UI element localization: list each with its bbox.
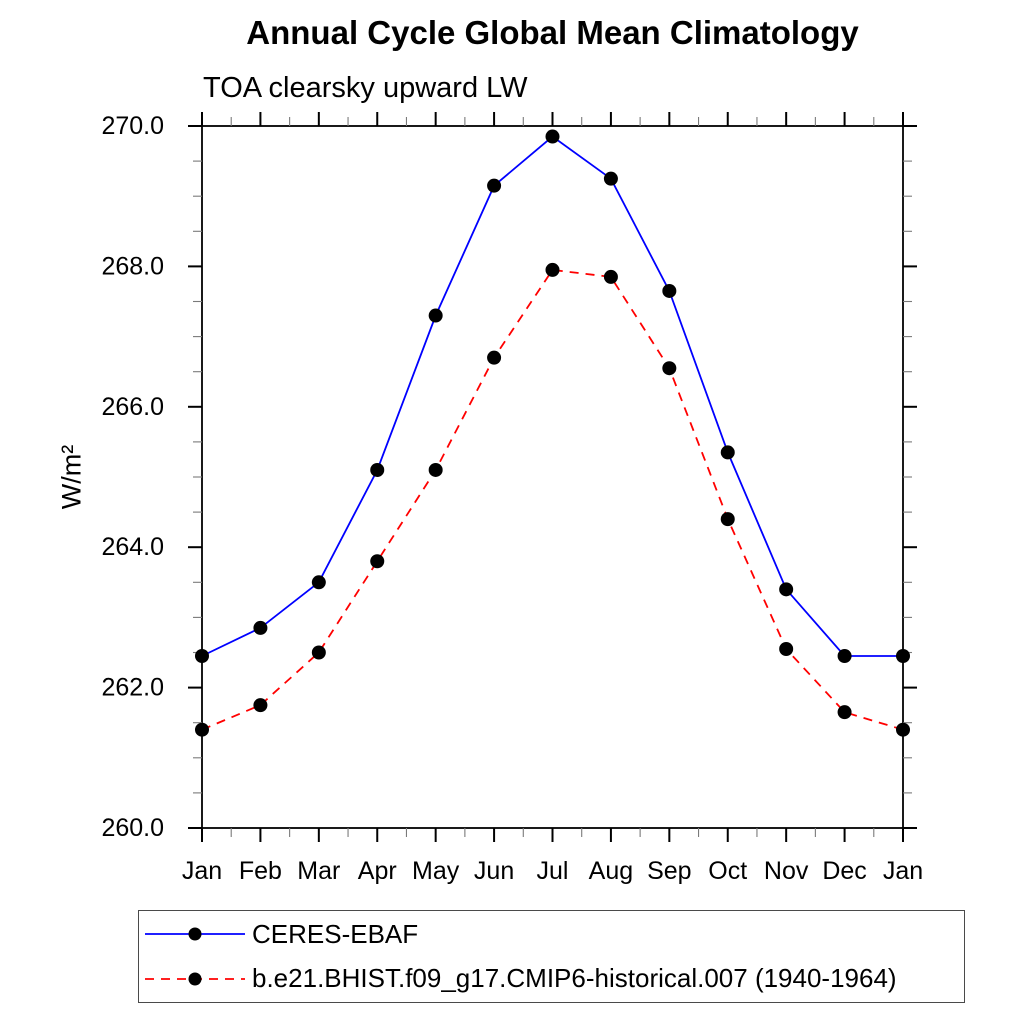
- minor-ticks: [193, 117, 912, 837]
- x-tick-label: Nov: [764, 857, 809, 885]
- legend-label-ceres: CERES-EBAF: [252, 918, 419, 949]
- series-1-marker: [311, 645, 326, 660]
- legend-row-model: b.e21.BHIST.f09_g17.CMIP6-historical.007…: [142, 958, 964, 1000]
- y-tick-label: 264.0: [101, 533, 164, 561]
- chart-title: Annual Cycle Global Mean Climatology: [246, 14, 859, 51]
- x-tick-label: Apr: [358, 857, 397, 885]
- legend-line-sample-dashed-icon: [145, 972, 245, 986]
- axis-frame: [201, 125, 904, 829]
- x-tick-label: Feb: [239, 857, 282, 885]
- series-1-marker: [837, 705, 852, 720]
- series-1-marker: [603, 269, 618, 284]
- series-1-marker: [896, 722, 910, 737]
- series-0-marker: [603, 171, 618, 186]
- legend-label-model: b.e21.BHIST.f09_g17.CMIP6-historical.007…: [252, 963, 897, 994]
- series-0-marker: [837, 649, 852, 664]
- y-tick-label: 266.0: [101, 393, 164, 421]
- series-1-marker: [545, 262, 560, 277]
- y-tick-label: 270.0: [101, 112, 164, 140]
- major-ticks: [188, 112, 917, 842]
- series-0-marker: [311, 575, 326, 590]
- series-0-marker: [195, 649, 209, 664]
- series-0-marker: [896, 649, 910, 664]
- series-0-marker: [720, 445, 735, 460]
- series-1-marker: [428, 462, 443, 477]
- series-0-marker: [428, 308, 443, 323]
- y-tick-label: 268.0: [101, 252, 164, 280]
- x-tick-label: Jun: [474, 857, 514, 885]
- series-1-marker: [195, 722, 209, 737]
- series-0-marker: [487, 178, 502, 193]
- legend-line-sample-solid-icon: [145, 927, 245, 941]
- chart-subtitle: TOA clearsky upward LW: [203, 72, 528, 104]
- y-tick-label: 262.0: [101, 674, 164, 702]
- x-tick-label: Aug: [589, 857, 633, 885]
- series-0-marker: [779, 582, 794, 597]
- x-tick-label: May: [412, 857, 460, 885]
- series-1-marker: [370, 554, 385, 569]
- x-tick-label: Oct: [708, 857, 747, 885]
- series-1-marker: [720, 512, 735, 527]
- x-tick-label: Jul: [537, 857, 569, 885]
- x-tick-label: Mar: [297, 857, 340, 885]
- series-line-1: [201, 268, 904, 731]
- y-tick-label: 260.0: [101, 814, 164, 842]
- legend-row-ceres: CERES-EBAF: [142, 913, 964, 955]
- x-tick-label: Jan: [182, 857, 222, 885]
- series-line-0: [201, 135, 903, 657]
- series-1-marker: [487, 350, 502, 365]
- series-1-marker: [253, 698, 268, 713]
- series-0-marker: [370, 462, 385, 477]
- legend: CERES-EBAF b.e21.BHIST.f09_g17.CMIP6-his…: [138, 910, 965, 1003]
- x-tick-label: Jan: [883, 857, 923, 885]
- series-0-marker: [545, 129, 560, 144]
- x-tick-label: Sep: [647, 857, 691, 885]
- series-1-marker: [662, 361, 677, 376]
- x-tick-label: Dec: [822, 857, 866, 885]
- series-0-marker: [253, 620, 268, 635]
- series-0-marker: [662, 283, 677, 298]
- series-1-marker: [779, 641, 794, 656]
